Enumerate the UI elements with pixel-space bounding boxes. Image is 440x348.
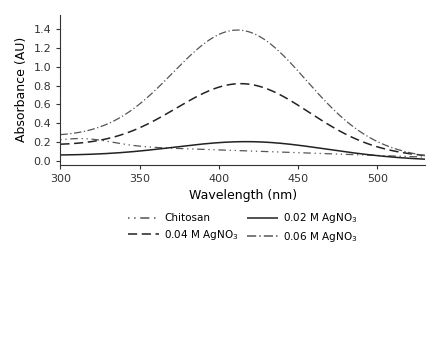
Legend: Chitosan, 0.04 M AgNO$_3$, 0.02 M AgNO$_3$, 0.06 M AgNO$_3$: Chitosan, 0.04 M AgNO$_3$, 0.02 M AgNO$_… [124, 207, 362, 248]
Y-axis label: Absorbance (AU): Absorbance (AU) [15, 37, 28, 142]
X-axis label: Wavelength (nm): Wavelength (nm) [189, 189, 297, 202]
